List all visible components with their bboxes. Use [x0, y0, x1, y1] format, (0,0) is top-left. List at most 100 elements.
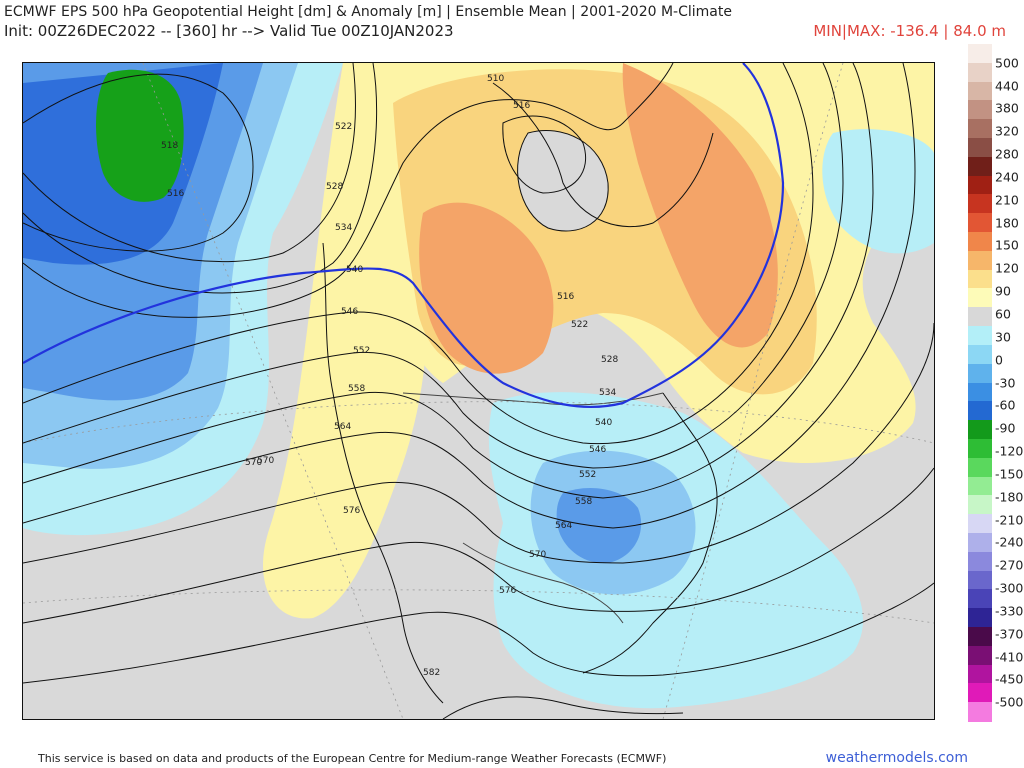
contour-510: [502, 115, 587, 194]
colorbar-tick-label: 180: [995, 215, 1019, 231]
contour-label: 540: [346, 265, 363, 275]
colorbar-swatch: [968, 363, 992, 384]
colorbar-swatch: [968, 457, 992, 478]
contour-label: 558: [348, 384, 365, 394]
contour-540: [23, 63, 785, 409]
colorbar-swatch: [968, 326, 992, 346]
contour-522-west: [23, 63, 356, 263]
colorbar-swatch: [968, 288, 992, 308]
contour-label: 534: [335, 223, 352, 233]
contour-label: 510: [487, 74, 504, 84]
colorbar-swatch: [968, 81, 992, 101]
colorbar-swatch: [968, 62, 992, 83]
colorbar-swatch: [968, 476, 992, 496]
contour-label: 518: [161, 141, 178, 151]
colorbar-swatch: [968, 514, 992, 534]
colorbar-swatch: [968, 495, 992, 515]
neg-anomaly-green-core: [96, 69, 184, 202]
colorbar-swatch: [968, 44, 992, 64]
neg-anomaly-east-strong: [556, 488, 642, 564]
anomaly-map: 510 516 518 516 522 528 534 540 546 552 …: [22, 62, 935, 720]
contour-534: [23, 63, 674, 318]
neg-anomaly-atlantic: [822, 129, 934, 254]
height-contours: [23, 63, 934, 719]
colorbar-tick-label: 380: [995, 100, 1019, 116]
colorbar-tick-label: -30: [995, 375, 1016, 390]
contour-label: 534: [599, 388, 616, 398]
colorbar-swatch: [968, 532, 992, 553]
contour-label: 576: [499, 586, 516, 596]
contour-label: 546: [589, 445, 606, 455]
chart-title: ECMWF EPS 500 hPa Geopotential Height [d…: [4, 4, 732, 20]
colorbar-tick-label: -210: [995, 512, 1024, 527]
chart-subtitle: Init: 00Z26DEC2022 -- [360] hr --> Valid…: [4, 22, 454, 40]
colorbar-swatch: [968, 269, 992, 290]
colorbar-swatch: [968, 664, 992, 684]
contour-label: 570: [529, 550, 546, 560]
contour-label: 540: [595, 418, 612, 428]
coastlines: [322, 82, 718, 704]
colorbar-tick-label: -150: [995, 466, 1024, 482]
contour-label: 552: [579, 470, 596, 480]
colorbar-swatch: [968, 100, 992, 120]
contour-label: 528: [601, 355, 618, 365]
colorbar-swatch: [968, 344, 992, 365]
contour-label: 570: [245, 458, 262, 468]
contour-label: 570: [257, 456, 274, 466]
pos-anomaly-east-strong: [622, 63, 778, 348]
pos-anomaly-canada-strong: [419, 202, 554, 374]
west-coast-line: [322, 242, 444, 704]
colorbar-swatch: [968, 683, 992, 703]
min-max-readout: MIN|MAX: -136.4 | 84.0 m: [813, 22, 1006, 40]
colorbar-tick-label: 280: [995, 146, 1019, 162]
colorbar-tick-label: -450: [995, 671, 1024, 687]
colorbar-swatch: [968, 194, 992, 214]
contour-576: [23, 467, 934, 624]
colorbar-tick-label: 240: [995, 169, 1019, 185]
gulf-coast-line: [462, 542, 624, 624]
colorbar-swatch: [968, 645, 992, 666]
contour-564: [23, 63, 916, 529]
contour-label: 582: [423, 668, 440, 678]
colorbar-tick-label: -410: [995, 649, 1024, 665]
contour-label: 546: [341, 307, 358, 317]
east-coast-line: [582, 392, 718, 674]
colorbar-tick-label: 500: [995, 55, 1019, 71]
contour-546: [23, 63, 814, 445]
colorbar-swatch: [968, 589, 992, 609]
colorbar-swatch: [968, 382, 992, 402]
contour-labels: 510 516 518 516 522 528 534 540 546 552 …: [161, 74, 618, 678]
contour-552: [23, 63, 844, 469]
colorbar-tick-label: -60: [995, 397, 1016, 413]
colorbar-swatch: [968, 608, 992, 628]
colorbar-swatch: [968, 551, 992, 572]
colorbar-swatch: [968, 570, 992, 590]
map-canvas: 510 516 518 516 522 528 534 540 546 552 …: [23, 63, 934, 719]
colorbar-swatch: [968, 213, 992, 233]
contour-588: [442, 696, 684, 719]
colorbar-swatch: [968, 420, 992, 440]
colorbar-swatch: [968, 175, 992, 196]
graticule: [23, 63, 934, 719]
colorbar-tick-label: 210: [995, 192, 1019, 208]
colorbar-tick-label: -370: [995, 626, 1024, 642]
colorbar-swatch: [968, 626, 992, 647]
colorbar-swatch: [968, 401, 992, 421]
contour-label: 516: [557, 292, 574, 302]
colorbar-tick-label: -90: [995, 420, 1016, 436]
contour-label: 516: [513, 101, 530, 111]
colorbar-tick-label: 440: [995, 78, 1019, 94]
contour-label: 522: [571, 320, 588, 330]
colorbar-tick-label: 320: [995, 123, 1019, 139]
colorbar-tick-label: -180: [995, 489, 1024, 505]
contour-label: 552: [353, 346, 370, 356]
colorbar-swatch: [968, 138, 992, 158]
colorbar-tick-label: 120: [995, 260, 1019, 276]
brand-link[interactable]: weathermodels.com: [825, 750, 968, 766]
contour-label: 564: [334, 422, 351, 432]
colorbar-tick-label: -120: [995, 443, 1024, 459]
colorbar-swatch: [968, 156, 992, 177]
colorbar-swatch: [968, 250, 992, 271]
colorbar-tick-label: -500: [995, 694, 1024, 710]
contour-label: 576: [343, 506, 360, 516]
